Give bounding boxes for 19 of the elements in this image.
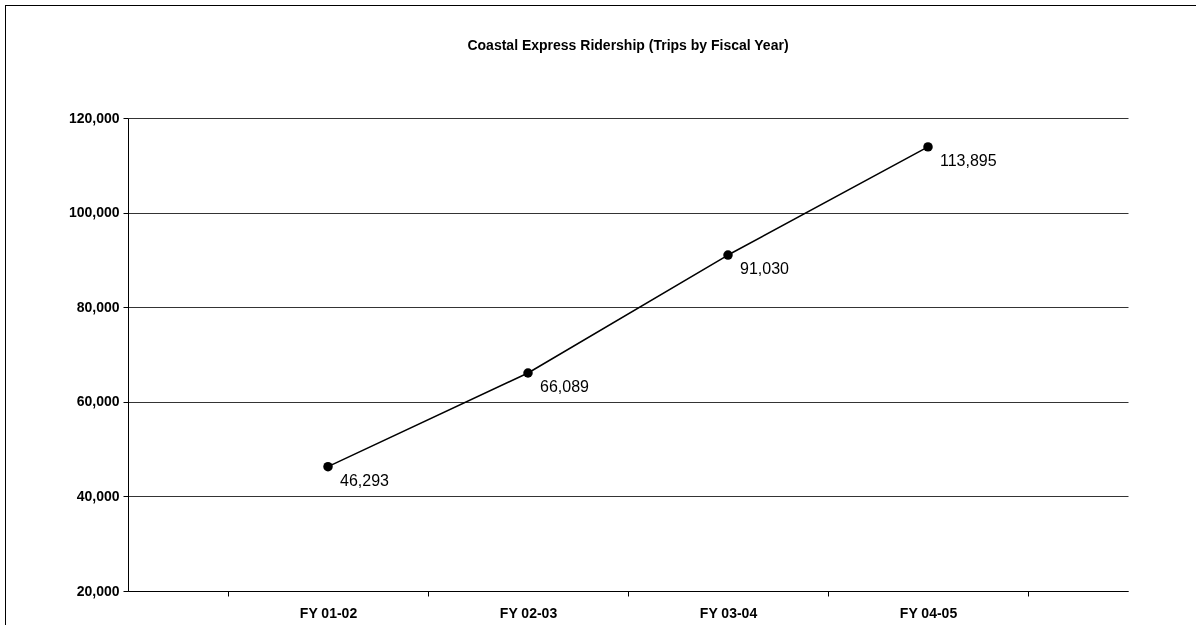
data-label: 113,895 [940,151,997,169]
y-tick-label: 60,000 [76,393,120,410]
point [723,250,733,260]
y-tick-label: 80,000 [76,298,120,315]
y-tick-label: 40,000 [76,487,120,504]
y-tick-label: 100,000 [68,204,120,221]
point [923,142,933,152]
point [323,461,333,472]
x-tick-label: FY 02-03 [499,604,558,621]
point [523,368,533,378]
y-tick-label: 120,000 [68,109,120,126]
data-label: 91,030 [740,260,790,278]
x-tick-label: FY 03-04 [699,604,758,621]
x-tick-label: FY 04-05 [899,604,958,621]
y-tick-label: 20,000 [76,582,120,599]
x-tick-label: FY 01-02 [299,604,358,621]
data-label: 46,293 [340,471,390,489]
data-label: 66,089 [540,378,590,395]
chart-title: Coastal Express Ridership (Trips by Fiscal Year) [467,37,789,53]
